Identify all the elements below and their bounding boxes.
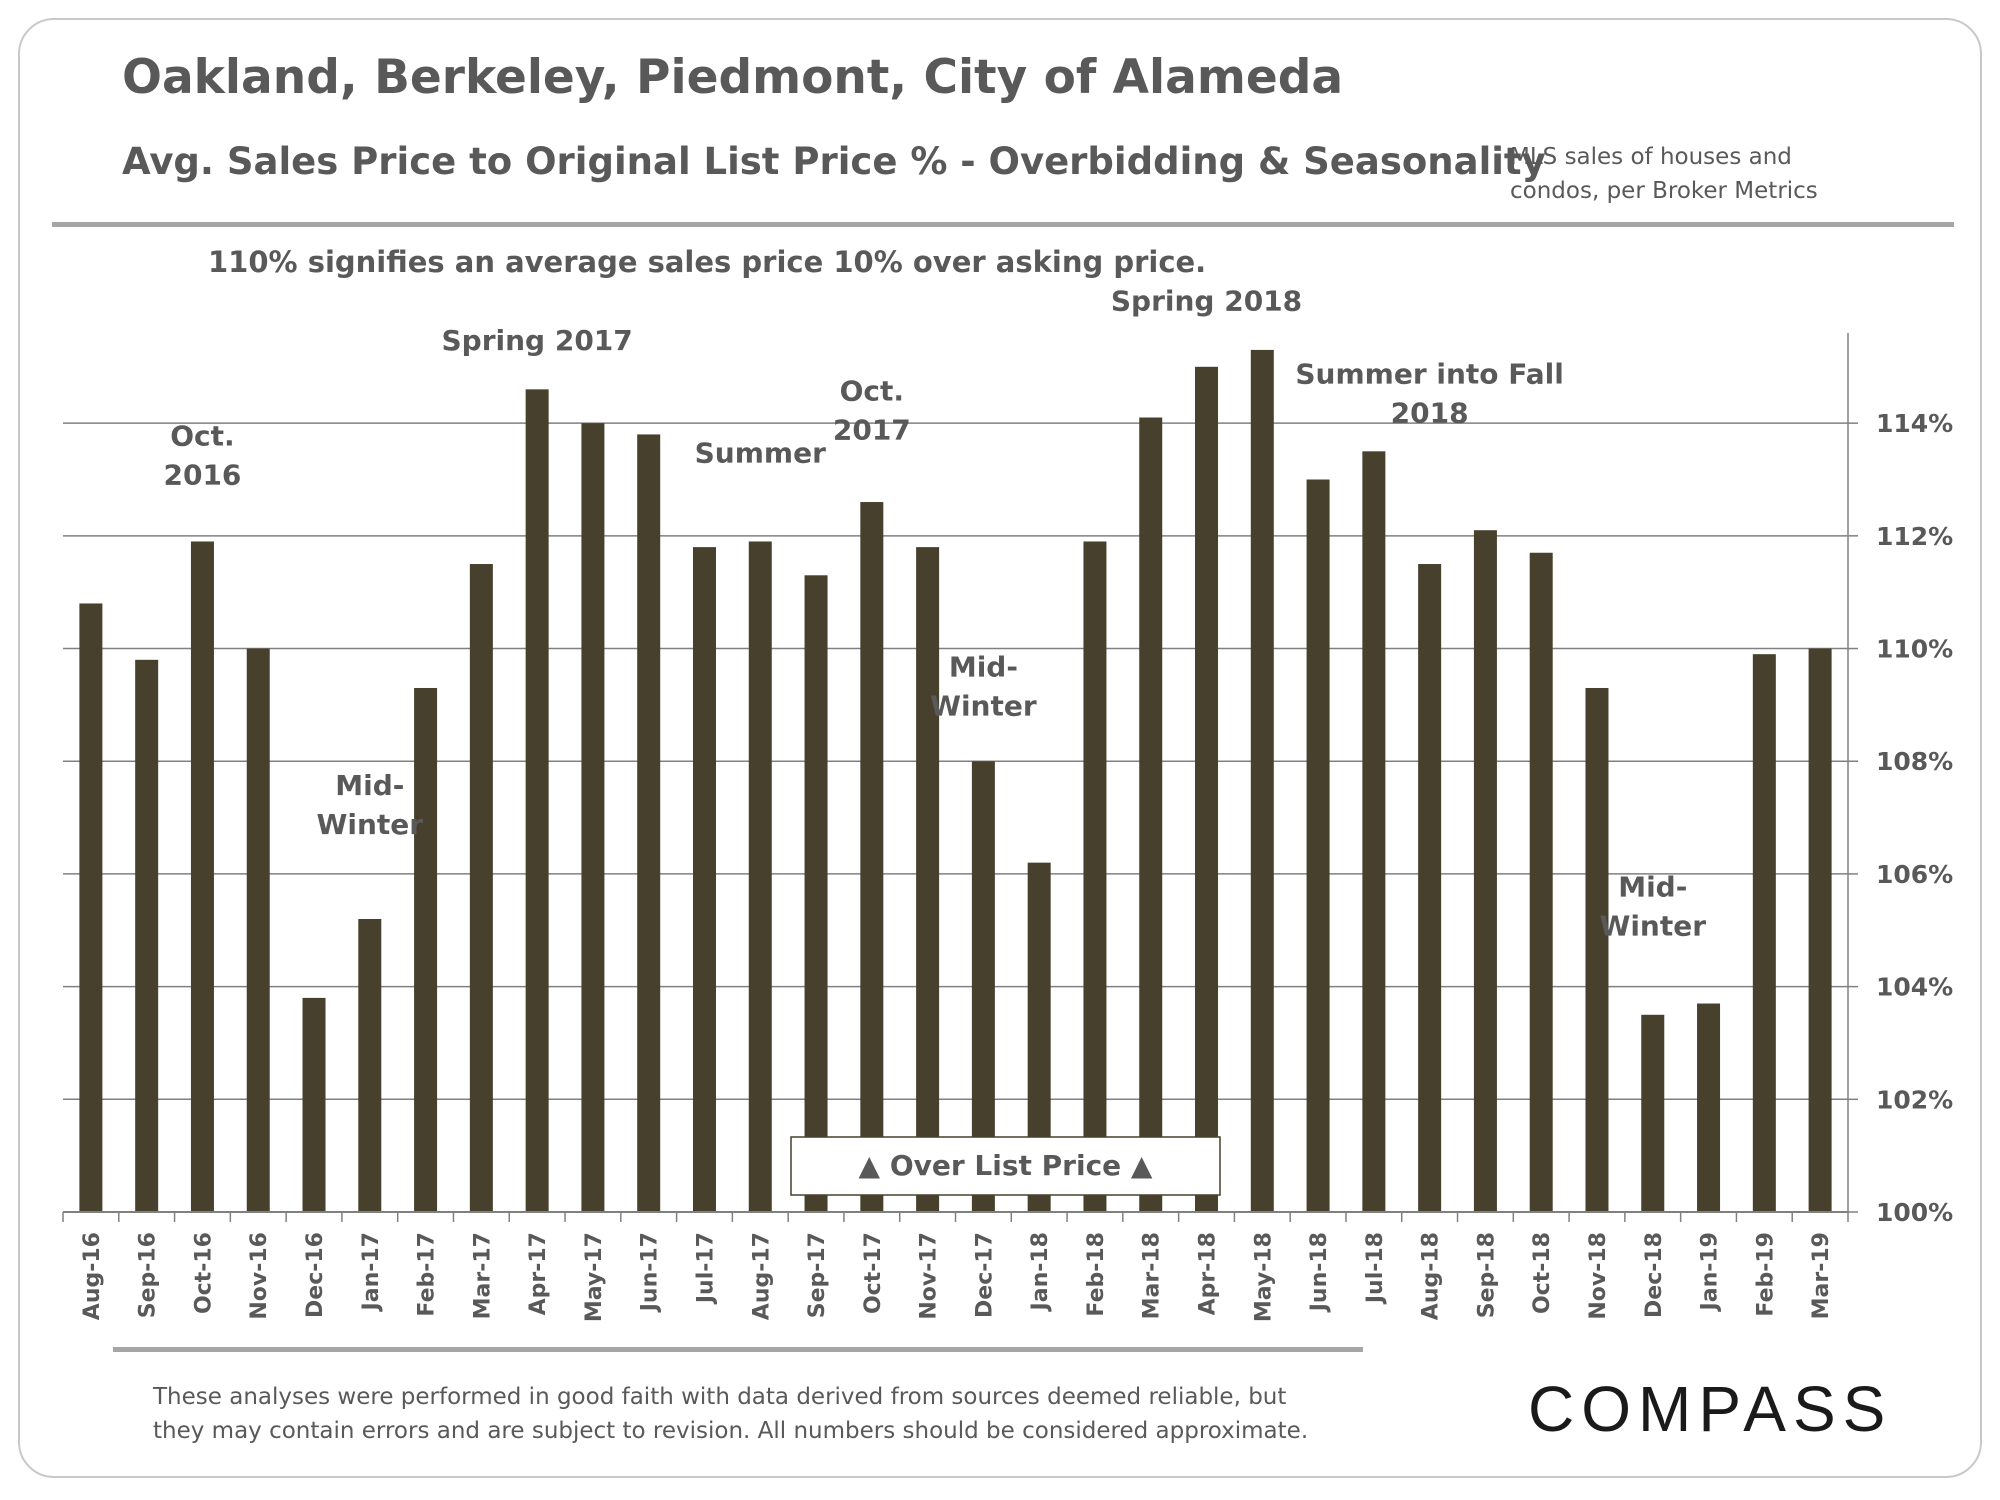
x-tick-label: Oct-16 [191,1232,216,1314]
x-tick-label: Nov-17 [917,1232,942,1320]
bar [246,648,270,1212]
disclaimer-line-2: they may contain errors and are subject … [153,1418,1309,1444]
bar [469,564,493,1212]
bar [302,997,326,1212]
bar [190,541,214,1212]
x-tick-label: Aug-16 [80,1232,105,1320]
bar [1418,564,1442,1212]
disclaimer-line-1: These analyses were performed in good fa… [153,1384,1287,1410]
x-tick-label: Apr-18 [1196,1232,1221,1315]
chart-note: 110% signifies an average sales price 10… [208,245,1207,279]
annotation-label: Spring 2018 [1111,284,1302,317]
bar [1195,366,1219,1212]
y-tick-label: 112% [1876,522,1953,551]
x-tick-label: Dec-17 [972,1232,997,1318]
bar [1808,648,1832,1212]
x-tick-label: Feb-17 [415,1232,440,1317]
annotation-label: Mid-Winter [930,651,1037,723]
bar [1083,541,1107,1212]
bar [1139,417,1163,1212]
x-tick-label: Mar-18 [1140,1232,1165,1319]
x-tick-label: May-18 [1251,1232,1276,1322]
y-tick-label: 106% [1876,860,1953,889]
bar [1027,862,1051,1212]
over-list-price-legend-label: ▲ Over List Price ▲ [859,1149,1153,1182]
x-tick-label: Jun-17 [638,1232,663,1313]
source-note: MLS sales of houses and condos, per Brok… [1510,140,1818,208]
x-tick-label: Jan-19 [1698,1232,1723,1312]
y-tick-label: 108% [1876,747,1953,776]
x-tick-label: Nov-18 [1586,1232,1611,1320]
header-divider [52,222,1954,227]
bar [1306,479,1330,1212]
bar [581,423,605,1213]
bar [1529,552,1553,1212]
bar [748,541,772,1212]
annotation-label: Summer [695,437,826,470]
x-tick-label: Dec-16 [303,1232,328,1318]
bar [971,761,995,1212]
compass-logo: COMPASS [1528,1373,1893,1445]
disclaimer: These analyses were performed in good fa… [153,1380,1353,1448]
bar [1585,687,1609,1212]
bar [525,389,549,1212]
footer-divider [113,1347,1363,1352]
bar [1697,1003,1721,1212]
bar [358,919,382,1212]
x-tick-label: Jan-17 [359,1232,384,1312]
x-tick-label: Jul-17 [693,1232,718,1305]
annotation-label: Summer into Fall 2018 [1295,358,1563,430]
source-note-line-1: MLS sales of houses and [1510,144,1792,170]
bar [916,547,940,1212]
x-tick-label: Aug-17 [749,1232,774,1320]
x-tick-label: May-17 [582,1232,607,1322]
bar [135,659,159,1212]
x-tick-label: Mar-17 [470,1232,495,1319]
x-tick-label: Nov-16 [247,1232,272,1320]
x-tick-label: Feb-18 [1084,1232,1109,1317]
chart-frame [18,18,1982,1478]
bar [414,687,438,1212]
x-tick-label: Jan-18 [1028,1232,1053,1312]
annotation-label: Mid-Winter [316,769,423,841]
y-tick-label: 100% [1876,1198,1953,1227]
x-tick-label: Oct-17 [861,1232,886,1314]
bar [1250,349,1274,1213]
x-tick-label: Jun-18 [1307,1232,1332,1313]
x-tick-label: Dec-18 [1642,1232,1667,1318]
y-tick-label: 104% [1876,973,1953,1002]
bar [1473,530,1497,1212]
x-tick-label: Sep-16 [136,1232,161,1318]
x-tick-label: Apr-17 [526,1232,551,1315]
x-tick-label: Feb-19 [1753,1232,1778,1317]
annotation-label: Mid-Winter [1599,870,1706,942]
bar [79,603,103,1212]
bar [860,502,884,1212]
bar [804,575,828,1212]
x-tick-label: Jul-18 [1363,1232,1388,1305]
x-tick-label: Aug-18 [1419,1232,1444,1320]
bar [637,434,661,1212]
y-tick-label: 114% [1876,409,1953,438]
y-tick-label: 102% [1876,1085,1953,1114]
bar [1362,451,1386,1213]
chart-subtitle: Avg. Sales Price to Original List Price … [122,140,1546,183]
chart-title: Oakland, Berkeley, Piedmont, City of Ala… [122,50,1344,105]
bar [1752,654,1776,1212]
x-tick-label: Sep-18 [1474,1232,1499,1318]
x-tick-label: Sep-17 [805,1232,830,1318]
bar [692,547,716,1212]
x-tick-label: Mar-19 [1809,1232,1834,1319]
y-tick-label: 110% [1876,635,1953,664]
annotation-label: Oct. 2017 [833,375,911,447]
annotation-label: Spring 2017 [442,324,633,357]
x-tick-label: Oct-18 [1530,1232,1555,1314]
over-list-price-legend [790,1136,1221,1196]
annotation-label: Oct. 2016 [163,420,241,492]
source-note-line-2: condos, per Broker Metrics [1510,178,1818,204]
bar [1641,1014,1665,1212]
